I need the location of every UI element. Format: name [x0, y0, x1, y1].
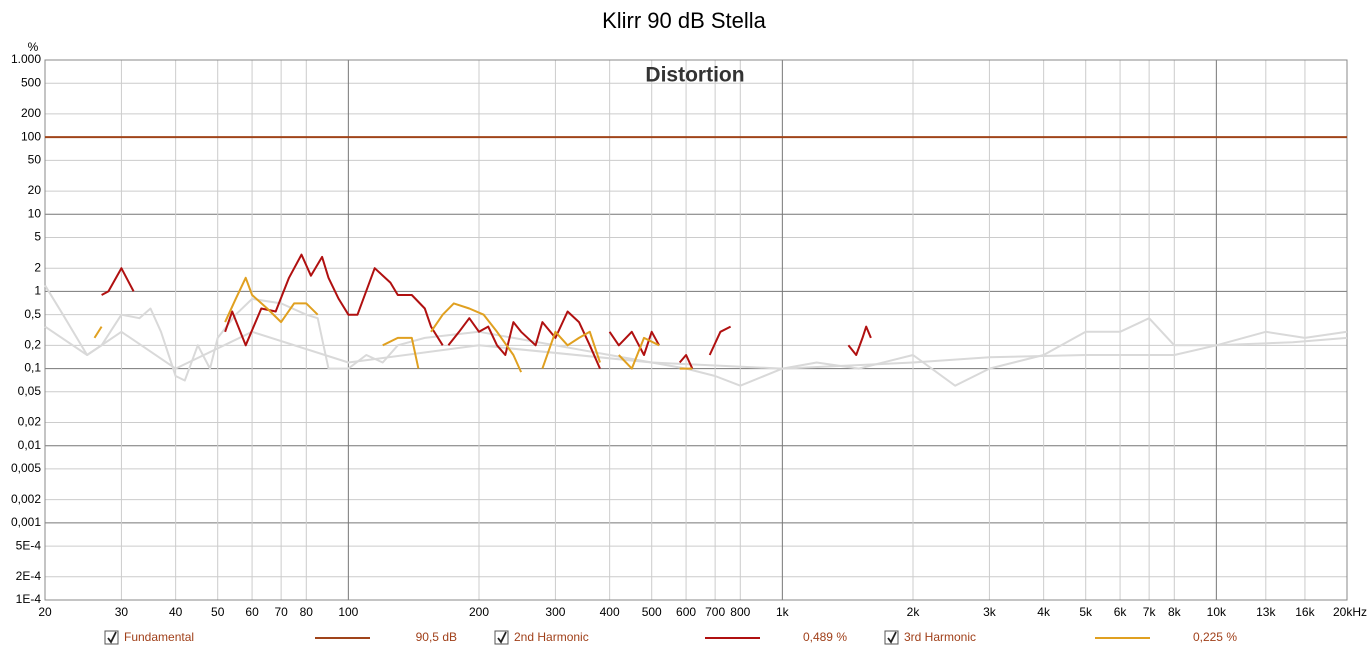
y-tick-label: 1 — [34, 284, 41, 298]
legend-item: Fundamental 90,5 dB — [104, 630, 457, 645]
x-tick-label: 8k — [1168, 605, 1182, 619]
y-tick-label: 5E-4 — [16, 538, 42, 552]
x-tick-label: 2k — [907, 605, 921, 619]
y-tick-label: 0,05 — [18, 384, 42, 398]
plot-area — [44, 59, 1348, 601]
y-unit: % — [28, 40, 39, 54]
plot-frame — [44, 59, 1348, 601]
x-tick-label: 16k — [1295, 605, 1315, 619]
x-tick-label: 10k — [1207, 605, 1227, 619]
x-tick-label: 50 — [211, 605, 225, 619]
y-tick-label: 0,001 — [11, 515, 41, 529]
y-tick-label: 100 — [21, 129, 41, 143]
series-line — [44, 325, 1348, 370]
checkbox-check — [497, 631, 507, 644]
x-tick-label: 300 — [545, 605, 565, 619]
x-tick-label: 40 — [169, 605, 183, 619]
x-tick-label: 600 — [676, 605, 696, 619]
x-tick-label: 1k — [776, 605, 790, 619]
series-line — [44, 284, 1348, 387]
x-tick-label: 200 — [469, 605, 489, 619]
x-tick-label: 6k — [1114, 605, 1128, 619]
x-tick-label: 500 — [642, 605, 662, 619]
legend-item: 2nd Harmonic 0,489 % — [494, 630, 847, 645]
x-tick-label: 20kHz — [1333, 605, 1367, 619]
x-tick-label: 4k — [1037, 605, 1051, 619]
x-tick-label: 30 — [115, 605, 129, 619]
y-tick-label: 1E-4 — [16, 592, 42, 606]
y-tick-label: 0,1 — [24, 361, 41, 375]
chart-subtitle: Distortion — [645, 64, 744, 87]
y-tick-label: 0,002 — [11, 492, 41, 506]
x-tick-label: 5k — [1079, 605, 1093, 619]
series-line — [101, 253, 872, 370]
y-tick-label: 0,5 — [24, 307, 41, 321]
y-tick-label: 50 — [28, 153, 42, 167]
legend-checkbox[interactable] — [494, 630, 509, 645]
x-tick-label: 60 — [245, 605, 259, 619]
x-tick-label: 100 — [338, 605, 358, 619]
x-tick-label: 3k — [983, 605, 997, 619]
x-tick-label: 70 — [274, 605, 288, 619]
series-line — [93, 276, 693, 373]
x-tick-label: 7k — [1143, 605, 1157, 619]
y-tick-label: 10 — [28, 206, 42, 220]
y-tick-label: 2 — [34, 260, 41, 274]
x-tick-label: 20 — [38, 605, 52, 619]
legend-value: 0,225 % — [1193, 630, 1237, 644]
y-tick-label: 20 — [28, 183, 42, 197]
x-tick-label: 80 — [300, 605, 314, 619]
legend-item: 3rd Harmonic 0,225 % — [884, 630, 1237, 645]
y-tick-label: 0,2 — [24, 338, 41, 352]
legend-value: 90,5 dB — [416, 630, 457, 644]
checkbox-check — [107, 631, 117, 644]
checkbox-check — [887, 631, 897, 644]
y-tick-label: 1.000 — [11, 52, 41, 66]
y-tick-label: 0,01 — [18, 438, 42, 452]
y-tick-label: 0,02 — [18, 415, 42, 429]
y-tick-label: 0,005 — [11, 461, 41, 475]
x-tick-label: 800 — [730, 605, 750, 619]
y-tick-label: 2E-4 — [16, 569, 42, 583]
x-tick-label: 400 — [600, 605, 620, 619]
legend-checkbox[interactable] — [104, 630, 119, 645]
y-tick-label: 200 — [21, 106, 41, 120]
y-tick-label: 5 — [34, 230, 41, 244]
legend-label: 2nd Harmonic — [514, 630, 589, 644]
chart-title: Klirr 90 dB Stella — [602, 8, 767, 33]
x-tick-label: 700 — [705, 605, 725, 619]
legend-label: 3rd Harmonic — [904, 630, 976, 644]
y-tick-label: 500 — [21, 75, 41, 89]
legend-checkbox[interactable] — [884, 630, 899, 645]
legend-label: Fundamental — [124, 630, 194, 644]
legend-value: 0,489 % — [803, 630, 847, 644]
x-tick-label: 13k — [1256, 605, 1276, 619]
